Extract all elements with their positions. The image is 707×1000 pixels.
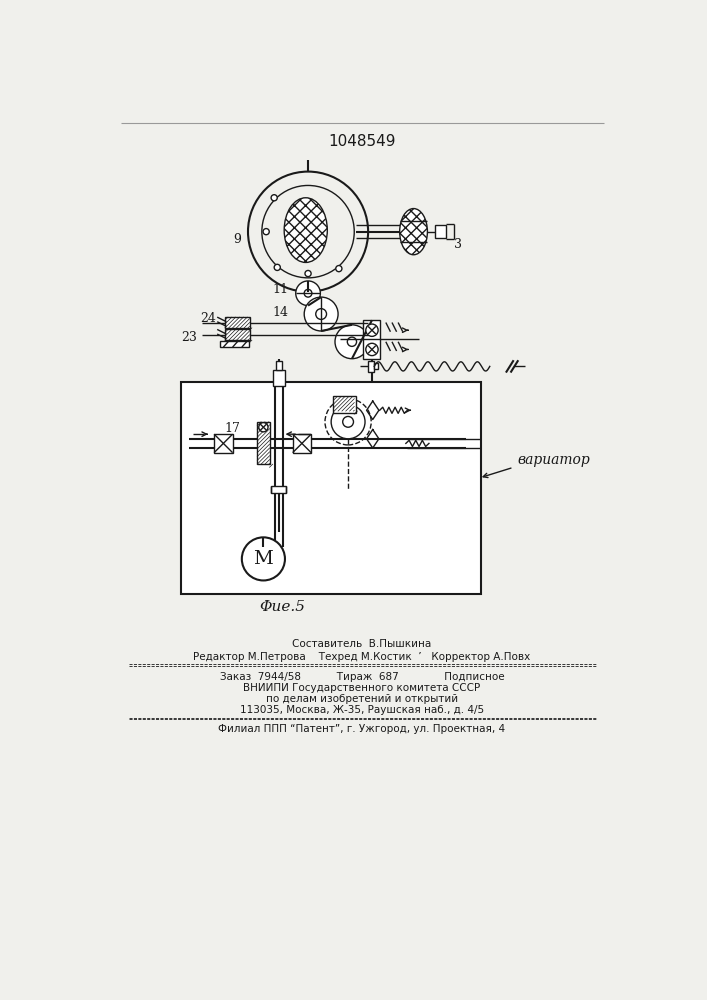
Circle shape: [263, 229, 269, 235]
Text: M: M: [253, 550, 274, 568]
Bar: [374, 363, 378, 369]
Text: Редактор М.Петрова    Техред М.Костик  ’   Корректор А.Повх: Редактор М.Петрова Техред М.Костик ’ Кор…: [193, 652, 530, 662]
Circle shape: [242, 537, 285, 580]
Circle shape: [274, 264, 281, 270]
Text: 14: 14: [273, 306, 288, 319]
Circle shape: [296, 281, 320, 306]
Circle shape: [248, 172, 368, 292]
Circle shape: [347, 337, 356, 346]
Circle shape: [304, 297, 338, 331]
Bar: [225, 329, 250, 340]
Bar: [225, 317, 250, 328]
Circle shape: [262, 185, 354, 278]
Bar: [276, 361, 282, 370]
Text: 24: 24: [200, 312, 216, 325]
Bar: [293, 434, 311, 453]
Bar: [214, 434, 233, 453]
Text: Заказ  7944/58           Тираж  687              Подписное: Заказ 7944/58 Тираж 687 Подписное: [220, 672, 504, 682]
Text: 3: 3: [454, 238, 462, 251]
Text: 23: 23: [181, 331, 197, 344]
Bar: [219, 341, 249, 347]
Bar: [273, 370, 285, 386]
Text: 11: 11: [273, 283, 288, 296]
Bar: [333, 396, 356, 413]
Text: 9: 9: [233, 233, 241, 246]
Circle shape: [259, 423, 268, 432]
Circle shape: [304, 289, 312, 297]
Text: 113035, Москва, Ж-35, Раушская наб., д. 4/5: 113035, Москва, Ж-35, Раушская наб., д. …: [240, 705, 484, 715]
Circle shape: [336, 266, 342, 272]
Ellipse shape: [399, 209, 428, 255]
Ellipse shape: [284, 198, 327, 262]
Text: 17: 17: [225, 422, 240, 434]
Text: 1048549: 1048549: [328, 134, 396, 149]
Text: Филиал ППП “Патент”, г. Ужгород, ул. Проектная, 4: Филиал ППП “Патент”, г. Ужгород, ул. Про…: [218, 724, 506, 734]
Circle shape: [366, 343, 378, 356]
Bar: [181, 382, 481, 594]
Circle shape: [316, 309, 327, 319]
Circle shape: [305, 270, 311, 277]
Circle shape: [271, 195, 277, 201]
Bar: [257, 422, 269, 464]
Bar: [363, 320, 380, 359]
Bar: [368, 361, 374, 372]
Bar: [334, 397, 354, 411]
FancyBboxPatch shape: [425, 440, 479, 517]
Text: Φuе.5: Φuе.5: [259, 600, 305, 614]
Circle shape: [335, 325, 369, 359]
Text: Составитель  В.Пышкина: Составитель В.Пышкина: [292, 639, 431, 649]
Bar: [435, 225, 446, 238]
Text: по делам изобретений и открытий: по делам изобретений и открытий: [266, 694, 458, 704]
Text: ВНИИПИ Государственного комитета СССР: ВНИИПИ Государственного комитета СССР: [243, 683, 481, 693]
Circle shape: [366, 324, 378, 336]
Text: вариатор: вариатор: [518, 453, 590, 467]
Circle shape: [331, 405, 365, 439]
Bar: [271, 486, 286, 493]
Circle shape: [343, 416, 354, 427]
